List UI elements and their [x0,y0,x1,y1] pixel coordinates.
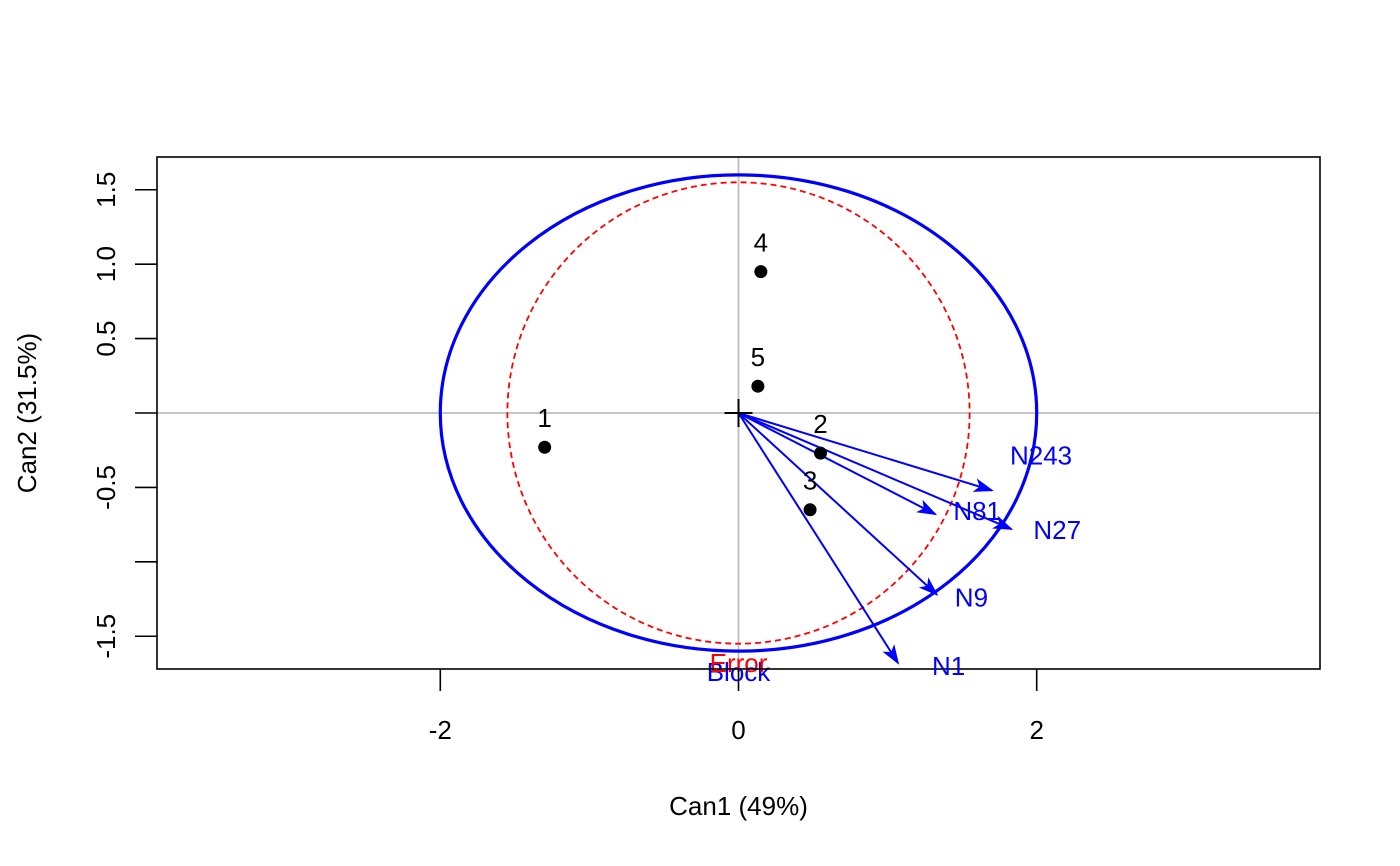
y-tick-label: 1.0 [91,246,121,282]
ellipse-block [438,173,1039,653]
point-label-5: 5 [751,342,765,372]
point-5 [751,379,765,393]
vector-arrow-n81 [738,412,938,516]
vector-arrow-n9 [737,412,939,596]
points: 1 2 3 4 5 [537,228,828,517]
x-axis-label: Can1 (49%) [669,791,808,821]
vector-label-n27: N27 [1033,515,1081,545]
point-label-1: 1 [537,403,551,433]
vector-arrow-n1 [737,412,900,665]
point-label-2: 2 [813,409,827,439]
point-2 [814,446,828,460]
y-tick-label: 1.5 [91,172,121,208]
y-axis-label: Can2 (31.5%) [12,333,42,493]
y-tick-label: 0.5 [91,321,121,357]
vector-label-n9: N9 [955,583,988,613]
vector-arrow-n27 [738,412,1014,531]
x-axis: -2 0 2 [429,669,1044,745]
y-tick-label: -0.5 [91,465,121,510]
point-4 [754,265,768,279]
y-axis: 1.5 1.0 0.5 -0.5 -1.5 [91,172,157,659]
y-tick-label: -1.5 [91,614,121,659]
point-1 [538,440,552,454]
vector-label-n81: N81 [953,496,1001,526]
vectors: N1 N9 N27 N81 N243 [737,412,1081,681]
point-label-3: 3 [803,466,817,496]
x-tick-label: 2 [1029,715,1043,745]
point-label-4: 4 [754,228,768,258]
vector-arrow-n243 [738,412,994,492]
x-tick-label: 0 [731,715,745,745]
vector-label-n243: N243 [1010,440,1072,470]
vector-label-n1: N1 [932,651,965,681]
x-tick-label: -2 [429,715,452,745]
ellipse-error [506,181,971,645]
point-3 [803,503,817,517]
origin-marker [724,399,753,427]
